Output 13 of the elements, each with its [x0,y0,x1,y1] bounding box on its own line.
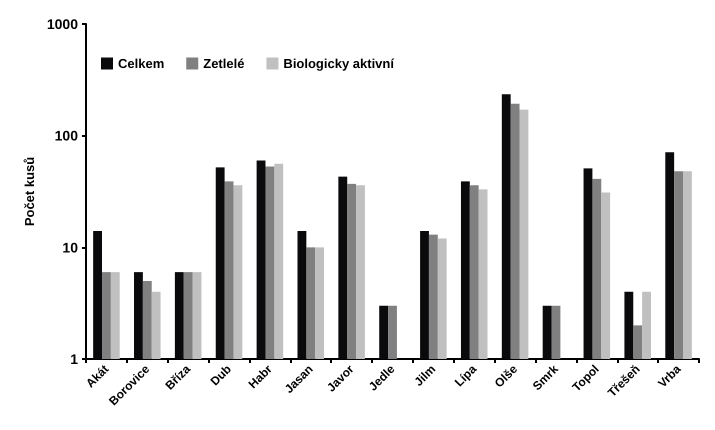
x-tick-label: Dub [208,362,234,388]
y-tick-label: 1 [70,351,78,367]
x-tick-label: Vrba [655,362,684,390]
x-tick-label: Jilm [411,362,438,389]
y-tick-label: 100 [54,128,78,144]
y-tick-label: 10 [62,239,78,256]
y-tick-label: 1000 [46,16,78,32]
legend-label: Celkem [118,56,164,71]
legend-label: Zetlelé [203,56,244,71]
y-axis-title: Počet kusů [22,156,37,226]
x-tick-label: Olše [492,362,520,390]
legend-label: Biologicky aktivní [283,56,394,71]
x-tick-label: Lípa [452,362,480,390]
